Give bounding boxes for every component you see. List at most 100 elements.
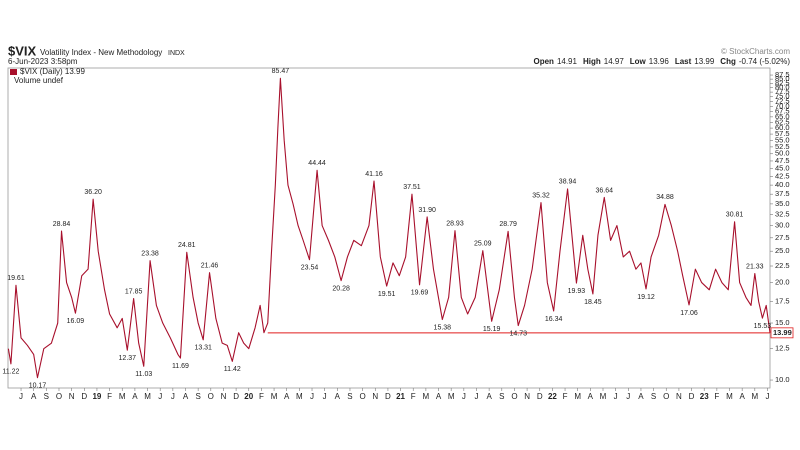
peak-label: 19.61 (7, 275, 25, 282)
last-tag (770, 327, 794, 339)
x-tick-label: O (56, 392, 62, 401)
quote-label: Low (630, 57, 647, 66)
x-tick-label: S (195, 392, 200, 401)
x-tick-label: A (132, 392, 138, 401)
x-tick-label: M (574, 392, 581, 401)
quote-label: Last (675, 57, 692, 66)
x-tick-label: M (726, 392, 733, 401)
x-tick-label: D (233, 392, 239, 401)
copyright: © StockCharts.com (721, 47, 790, 56)
y-tick-label: 22.5 (775, 261, 790, 270)
y-tick-label: 62.5 (775, 117, 790, 126)
quote-value: 14.91 (557, 57, 578, 66)
x-tick-label: J (474, 392, 478, 401)
peak-label: 11.22 (2, 369, 19, 376)
x-tick-label: M (600, 392, 607, 401)
x-tick-label: F (714, 392, 719, 401)
x-tick-label: M (423, 392, 430, 401)
x-tick-label: A (183, 392, 189, 401)
peak-label: 11.42 (224, 366, 241, 373)
x-tick-label: 19 (92, 392, 101, 401)
peak-label: 16.34 (545, 316, 563, 323)
peak-label: 31.90 (418, 207, 436, 214)
x-tick-label: N (524, 392, 530, 401)
peak-label: 18.45 (584, 299, 602, 306)
y-tick-label: 42.5 (775, 172, 790, 181)
x-tick-label: F (107, 392, 112, 401)
x-tick-label: D (689, 392, 695, 401)
x-tick-label: O (360, 392, 366, 401)
peak-label: 41.16 (365, 171, 383, 178)
peak-label: 28.84 (53, 221, 71, 228)
y-tick-label: 65.0 (775, 112, 790, 121)
x-tick-label: M (296, 392, 303, 401)
y-tick-label: 10.0 (775, 375, 790, 384)
peak-label: 17.06 (680, 310, 698, 317)
peak-label: 19.51 (378, 291, 396, 298)
x-tick-label: S (347, 392, 352, 401)
peak-label: 17.85 (125, 288, 143, 295)
peak-label: 11.03 (135, 371, 152, 378)
quote-label: Open (533, 57, 554, 66)
x-tick-label: S (499, 392, 504, 401)
y-tick-label: 87.5 (775, 70, 790, 79)
x-tick-label: A (638, 392, 644, 401)
x-tick-label: F (563, 392, 568, 401)
y-tick-label: 60.0 (775, 123, 790, 132)
y-tick-label: 50.0 (775, 149, 790, 158)
x-tick-label: A (739, 392, 745, 401)
peak-label: 36.64 (595, 187, 613, 194)
subtitle: Volatility Index - New Methodology (40, 48, 162, 57)
x-tick-label: M (448, 392, 455, 401)
x-tick-label: A (335, 392, 341, 401)
y-tick-label: 77.5 (775, 87, 790, 96)
y-tick-label: 80.0 (775, 83, 790, 92)
x-tick-label: A (284, 392, 290, 401)
peak-label: 44.44 (308, 160, 326, 167)
peak-label: 35.32 (532, 192, 550, 199)
y-tick-label: 47.5 (775, 156, 790, 165)
x-tick-label: N (372, 392, 378, 401)
x-tick-label: O (511, 392, 517, 401)
peak-label: 21.46 (201, 263, 219, 270)
peak-label: 28.79 (499, 221, 517, 228)
peak-label: 10.17 (29, 383, 47, 390)
x-tick-label: J (158, 392, 162, 401)
y-tick-label: 12.5 (775, 344, 790, 353)
date: 6-Jun-2023 3:58pm (8, 57, 78, 66)
x-tick-label: A (31, 392, 37, 401)
peak-label: 28.93 (446, 221, 464, 228)
y-tick-label: 55.0 (775, 135, 790, 144)
x-tick-label: F (411, 392, 416, 401)
legend-volume: Volume undef (14, 76, 64, 85)
x-tick-label: F (259, 392, 264, 401)
y-tick-label: 70.0 (775, 101, 790, 110)
peak-label: 20.28 (332, 285, 350, 292)
x-tick-label: S (651, 392, 656, 401)
y-tick-label: 37.5 (775, 189, 790, 198)
x-tick-label: J (462, 392, 466, 401)
x-tick-label: M (119, 392, 126, 401)
x-tick-label: J (171, 392, 175, 401)
x-tick-label: D (81, 392, 87, 401)
legend-entry: $VIX (Daily) 13.99 (20, 67, 85, 76)
peak-label: 15.38 (434, 324, 452, 331)
quote-value: 14.97 (604, 57, 625, 66)
legend-swatch (10, 69, 17, 75)
y-tick-label: 17.5 (775, 296, 790, 305)
x-tick-label: N (221, 392, 227, 401)
quote-value: 13.96 (649, 57, 670, 66)
x-tick-label: J (614, 392, 618, 401)
y-tick-label: 52.5 (775, 142, 790, 151)
peak-label: 12.37 (119, 355, 137, 362)
x-tick-label: A (588, 392, 594, 401)
x-tick-label: A (436, 392, 442, 401)
chart-title: $VIX (8, 43, 37, 58)
y-tick-label: 82.5 (775, 78, 790, 87)
y-tick-label: 67.5 (775, 107, 790, 116)
x-tick-label: M (144, 392, 151, 401)
x-tick-label: O (208, 392, 214, 401)
y-tick-label: 40.0 (775, 180, 790, 189)
peak-label: 34.88 (656, 194, 674, 201)
